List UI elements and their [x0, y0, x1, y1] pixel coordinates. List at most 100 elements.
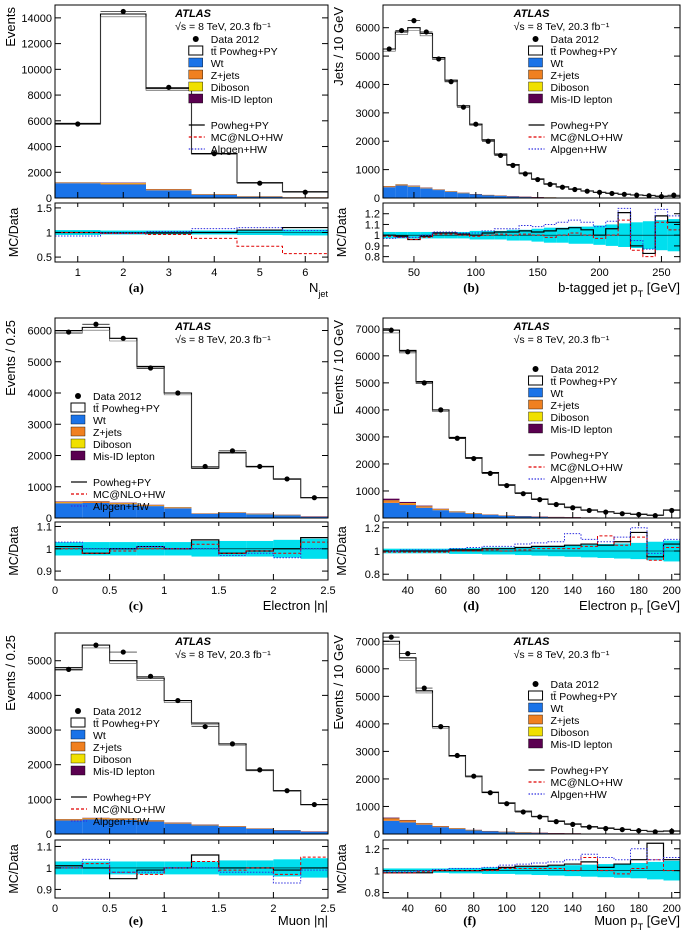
ttbar-inner-histogram	[383, 643, 680, 832]
xtick-label: 120	[531, 585, 549, 597]
ytick-label: 8000	[28, 90, 52, 102]
ytick-label: 12000	[21, 39, 52, 51]
legend-bkg-label: Mis-ID lepton	[551, 94, 613, 106]
bkg-bar-wt	[100, 184, 146, 198]
legend-bkg-label: Wt	[93, 415, 106, 427]
legend-data-label: Data 2012	[93, 391, 142, 403]
ytick-label: 2000	[28, 167, 52, 179]
data-point	[175, 390, 181, 396]
ratio-ytick-label: 0.8	[365, 569, 380, 581]
ytick-label: 1000	[356, 486, 380, 498]
legend-z-jets-swatch	[528, 714, 543, 725]
legend-bkg-label: Mis-ID lepton	[551, 424, 613, 436]
data-point	[284, 788, 290, 794]
data-point	[405, 349, 411, 355]
data-point	[311, 495, 317, 501]
bkg-bar-wt	[218, 826, 247, 834]
data-point	[229, 741, 236, 747]
atlas-label: ATLAS	[513, 8, 551, 20]
legend-ttbar-label: tt̄ Powheg+PY	[211, 46, 278, 58]
bkg-bar-wt	[432, 190, 445, 198]
data-point	[586, 824, 592, 830]
ratio-frame	[54, 521, 329, 581]
data-point	[257, 463, 263, 470]
bkg-bar-z-jets	[109, 818, 137, 820]
data-point	[454, 752, 460, 759]
ytick-label: 0	[374, 513, 380, 525]
legend-gen-label: Alpgen+HW	[93, 501, 149, 513]
ytick-label: 2000	[356, 459, 380, 471]
ytick-label: 1000	[356, 801, 380, 813]
bkg-bar-z-jets	[146, 189, 192, 191]
data-point	[423, 29, 429, 35]
ytick-label: 1000	[356, 165, 380, 177]
ratio-ytick-label: 1	[374, 230, 380, 242]
ytick-label: 0	[46, 513, 52, 525]
bkg-bar-wt	[164, 508, 192, 518]
legend-diboson-swatch	[528, 81, 543, 92]
ratio-y-axis-label: MC/Data	[7, 526, 21, 575]
ratio-ytick-label: 0.8	[365, 252, 380, 264]
bkg-bar-wt	[300, 516, 328, 518]
data-point	[388, 634, 394, 640]
legend-bkg-label: Diboson	[551, 82, 590, 94]
legend-gen-label: MC@NLO+HW	[551, 462, 623, 474]
legend-gen-label: Powheg+PY	[93, 792, 151, 804]
bkg-bar-z-jets	[399, 820, 416, 823]
bkg-bar-wt	[519, 196, 532, 198]
ytick-label: 4000	[28, 388, 52, 400]
bkg-bar-z-jets	[55, 819, 83, 821]
ytick-label: 7000	[356, 636, 380, 648]
ytick-label: 3000	[28, 419, 52, 431]
legend-mis-id-lepton-swatch	[528, 423, 543, 434]
bkg-bar-mis-id-lepton	[399, 819, 416, 821]
bkg-bar-wt	[449, 829, 466, 834]
data-point	[504, 482, 510, 489]
legend-bkg-label: Wt	[551, 388, 564, 400]
energy-label: √s = 8 TeV, 20.3 fb⁻¹	[514, 21, 610, 33]
legend-gen-label: Powheg+PY	[551, 120, 609, 132]
legend-ttbar-label: tt̄ Powheg+PY	[93, 403, 160, 415]
ytick-label: 5000	[356, 51, 380, 63]
data-point	[535, 176, 541, 183]
bkg-bar-z-jets	[100, 183, 146, 185]
ytick-label: 0	[374, 829, 380, 841]
xtick-label: 120	[531, 903, 549, 915]
bkg-bar-z-jets	[399, 503, 416, 506]
ratio-ytick-label: 1	[374, 546, 380, 558]
panel-label: (d)	[463, 598, 479, 613]
xtick-label: 180	[630, 903, 648, 915]
bkg-bar-z-jets	[449, 511, 466, 513]
data-point	[436, 56, 442, 62]
ytick-label: 6000	[356, 23, 380, 35]
legend-bkg-label: Wt	[551, 703, 564, 715]
x-axis-label: Muon |η|	[278, 913, 328, 928]
legend-mis-id-lepton-swatch	[528, 738, 543, 749]
legend-ttbar-label: tt̄ Powheg+PY	[551, 376, 618, 388]
ytick-label: 3000	[28, 725, 52, 737]
data-point	[619, 511, 625, 517]
energy-label: √s = 8 TeV, 20.3 fb⁻¹	[514, 334, 610, 346]
legend-bkg-label: Z+jets	[551, 715, 580, 727]
legend-wt-swatch	[188, 57, 203, 68]
ytick-label: 4000	[356, 405, 380, 417]
xtick-label: 60	[435, 585, 447, 597]
ytick-label: 5000	[28, 357, 52, 369]
bkg-bar-z-jets	[395, 184, 408, 186]
ratio-ytick-label: 1.1	[365, 219, 380, 231]
ytick-label: 2000	[356, 136, 380, 148]
y-axis-label: Events / 10 GeV	[331, 320, 346, 415]
data-point	[421, 685, 427, 691]
ytick-label: 6000	[28, 116, 52, 128]
bkg-bar-wt	[246, 828, 274, 834]
legend-data-marker	[532, 366, 539, 372]
data-point	[652, 829, 658, 835]
legend-mis-id-lepton-swatch	[70, 765, 86, 776]
ratio-ytick-label: 1	[46, 863, 52, 875]
ytick-label: 4000	[28, 690, 52, 702]
bkg-bar-mis-id-lepton	[416, 505, 433, 507]
legend-gen-label: Alpgen+HW	[551, 789, 607, 801]
data-point	[471, 455, 477, 462]
